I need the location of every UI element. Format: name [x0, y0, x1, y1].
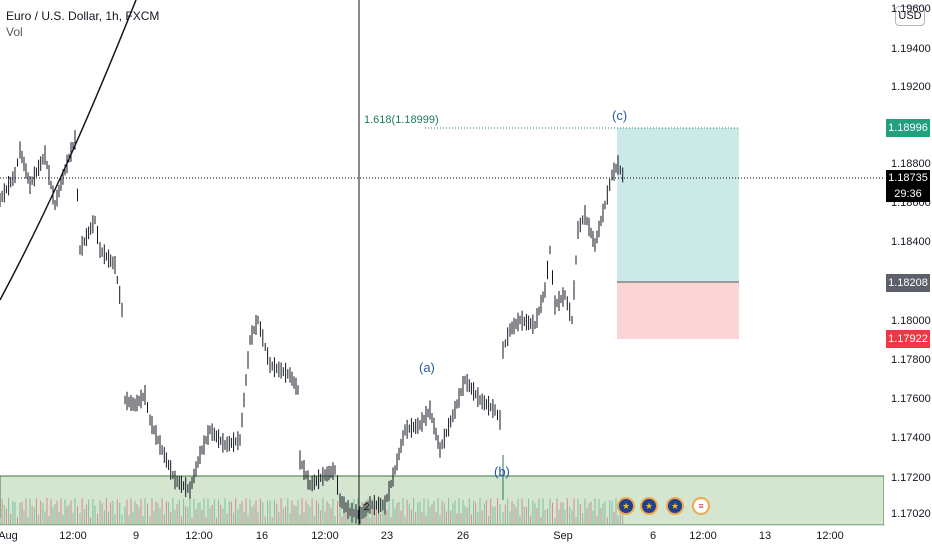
- event-eu-flag-icon[interactable]: ★: [640, 497, 658, 515]
- loss-zone: [617, 282, 739, 339]
- price-tick: 1.17800: [891, 354, 931, 366]
- bar-countdown: 29:36: [886, 186, 930, 202]
- current-price-tag: 1.18735: [886, 170, 930, 186]
- time-label: 12:00: [311, 530, 339, 542]
- stop-price-tag: 1.17922: [886, 330, 930, 348]
- price-tick: 1.17600: [891, 393, 931, 405]
- time-label: 9: [132, 530, 140, 542]
- target-price-tag: 1.18996: [886, 119, 930, 137]
- time-axis[interactable]: [0, 525, 884, 551]
- price-axis[interactable]: [884, 0, 932, 525]
- entry-price-tag: 1.18208: [886, 274, 930, 292]
- time-label: 6: [649, 530, 657, 542]
- price-tick: 1.17200: [891, 472, 931, 484]
- wave-c-label: (c): [612, 108, 628, 123]
- bar-marker: 2: [364, 502, 370, 513]
- price-tick: 1.18800: [891, 158, 931, 170]
- price-candles: [0, 130, 624, 524]
- event-eu-flag-icon[interactable]: ★: [617, 497, 635, 515]
- price-tick: 1.17020: [891, 508, 931, 520]
- wave-b-label: (b): [494, 464, 510, 479]
- symbol-title[interactable]: Euro / U.S. Dollar, 1h, FXCM: [6, 9, 160, 23]
- time-label: 13: [758, 530, 772, 542]
- wave-a-label: (a): [419, 360, 435, 375]
- price-tick: 1.19200: [891, 81, 931, 93]
- time-label: Sep: [553, 530, 573, 542]
- price-tick: 1.17400: [891, 432, 931, 444]
- time-label: 12:00: [59, 530, 87, 542]
- trend-curve: [0, 0, 137, 301]
- price-tick: 1.18000: [891, 315, 931, 327]
- currency-button[interactable]: USD: [895, 6, 925, 26]
- price-tick: 1.19600: [891, 3, 931, 15]
- time-label: 12:00: [689, 530, 717, 542]
- chart-legend: Euro / U.S. Dollar, 1h, FXCM Vol: [6, 8, 159, 40]
- time-label: 23: [380, 530, 394, 542]
- price-tick: 1.18400: [891, 236, 931, 248]
- time-label: Aug: [0, 530, 18, 542]
- price-tick: 1.19400: [891, 43, 931, 55]
- profit-zone: [617, 128, 739, 282]
- volume-indicator-label[interactable]: Vol: [6, 25, 23, 39]
- time-label: 12:00: [185, 530, 213, 542]
- time-label: 16: [255, 530, 269, 542]
- event-eu-flag-icon[interactable]: ★: [666, 497, 684, 515]
- fib-label: 1.618(1.18999): [364, 114, 439, 126]
- event-us-flag-icon[interactable]: ≡: [692, 497, 710, 515]
- time-label: 12:00: [816, 530, 844, 542]
- time-label: 26: [456, 530, 470, 542]
